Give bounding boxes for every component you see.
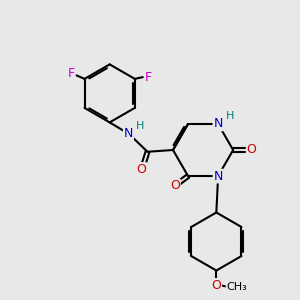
Text: N: N: [213, 118, 223, 130]
Text: F: F: [68, 67, 75, 80]
Text: O: O: [247, 143, 256, 157]
Text: O: O: [170, 179, 180, 193]
Text: O: O: [136, 163, 146, 176]
Text: CH₃: CH₃: [226, 282, 247, 292]
Text: O: O: [212, 279, 221, 292]
Text: N: N: [213, 169, 223, 182]
Text: H: H: [226, 111, 235, 121]
Text: H: H: [136, 121, 145, 131]
Text: N: N: [124, 127, 133, 140]
Text: F: F: [145, 70, 152, 84]
